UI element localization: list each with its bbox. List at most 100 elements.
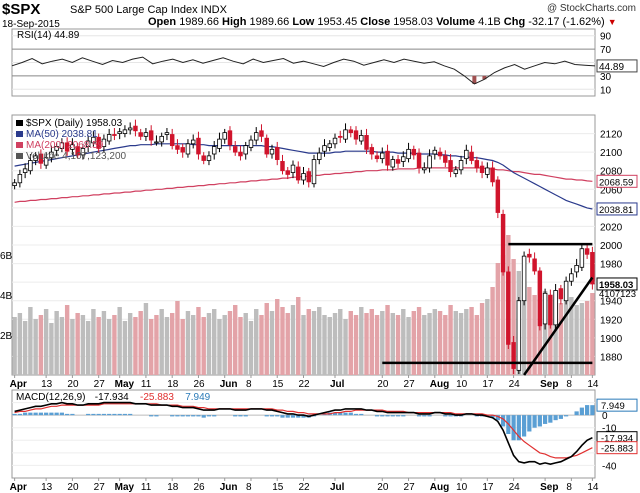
macd-histogram-bar [212, 415, 217, 417]
price-tick-label: 1900 [600, 334, 623, 345]
macd-panel-frame [11, 389, 596, 479]
candle-body [264, 137, 269, 155]
macd-histogram-bar [427, 415, 432, 417]
open-value: 1989.66 [179, 16, 219, 28]
chart-symbol: $SPX [2, 1, 41, 18]
ma200-value-box [596, 174, 638, 188]
volume-bar [227, 311, 233, 375]
candle-body [506, 271, 511, 345]
volume-bar [175, 301, 180, 375]
volume-bar [479, 303, 485, 375]
volume-bar [411, 311, 417, 375]
macd-histogram-bar [564, 415, 569, 417]
volume-bar [238, 317, 243, 375]
volume-bar [133, 317, 138, 375]
volume-bar [190, 315, 196, 375]
candle-body [222, 132, 227, 140]
volume-bar [96, 317, 101, 375]
rsi-tick-label: 90 [600, 32, 612, 43]
macd-histogram-bar [585, 405, 590, 416]
price-x-label: 27 [404, 379, 416, 390]
volume-bar [275, 299, 280, 375]
macd-tick-label: -10 [602, 424, 617, 435]
candle-body [516, 300, 522, 371]
price-x-label: 8 [246, 379, 252, 390]
candle-body [38, 153, 44, 164]
macd-hist-value-box [596, 398, 638, 412]
volume-bar [54, 311, 59, 375]
volume-bar [364, 313, 369, 375]
macd-histogram-bar [280, 415, 285, 418]
macd-legend-entry: 7.949 [185, 392, 210, 403]
macd-histogram-bar [96, 413, 101, 416]
down-triangle-icon: ▼ [607, 17, 617, 27]
candle-body [579, 248, 585, 268]
candle-body [269, 148, 275, 155]
volume-bar [437, 311, 443, 375]
high-label: High [222, 16, 247, 28]
macd-x-label: 13 [41, 482, 53, 493]
price-tick-label: 1920 [600, 315, 623, 326]
candle-body [380, 152, 385, 160]
candle-body [54, 146, 59, 151]
volume-bar [164, 317, 170, 375]
candle-body [64, 142, 70, 152]
volume-value-label: 4107123 [599, 289, 636, 300]
volume-bar [33, 319, 38, 375]
macd-histogram-bar [359, 413, 364, 416]
candle-body [133, 125, 138, 132]
macd-histogram-bar [422, 415, 427, 417]
macd-x-label: 20 [377, 482, 389, 493]
candle-body [290, 164, 296, 173]
volume-bar [359, 307, 364, 375]
macd-x-label: 15 [272, 482, 284, 493]
macd-x-label: 24 [509, 482, 521, 493]
candle-body [390, 159, 396, 168]
macd-histogram-bar [275, 415, 280, 417]
volume-bar [280, 307, 285, 375]
candle-body [127, 127, 133, 131]
macd-x-label: 18 [167, 482, 179, 493]
candle-body [159, 135, 164, 143]
volume-bar [474, 315, 480, 375]
volume-bar [563, 299, 569, 375]
macd-histogram-bar [185, 415, 191, 417]
candle-body [33, 155, 38, 161]
macd-x-label: 10 [456, 482, 468, 493]
candle-body [217, 138, 222, 149]
volume-bar [296, 297, 301, 375]
candle-body [248, 139, 254, 148]
candle-body [322, 145, 327, 152]
volume-bar [201, 317, 206, 375]
candle-body [232, 146, 238, 153]
candle-body [185, 143, 191, 155]
macd-x-label: 17 [482, 482, 494, 493]
macd-histogram-bar [537, 415, 542, 427]
macd-histogram-bar [495, 415, 500, 421]
volume-bar [43, 309, 49, 375]
macd-histogram-bar [44, 412, 49, 416]
volume-bar [290, 305, 296, 375]
candle-body [49, 151, 54, 159]
volume-bar [521, 283, 527, 375]
volume-bar [180, 319, 185, 375]
candle-body [296, 166, 301, 181]
price-legend-swatch [16, 131, 23, 137]
candle-body [70, 144, 75, 150]
macd-histogram-bar [54, 412, 59, 416]
candle-body [453, 169, 459, 174]
macd-histogram-bar [101, 413, 107, 416]
volume-bar [75, 313, 80, 375]
volume-bar [348, 311, 353, 375]
candle-body [469, 151, 474, 161]
volume-bar [80, 315, 86, 375]
volume-bar [138, 311, 143, 375]
macd-histogram-bar [285, 415, 290, 418]
candle-body [521, 255, 527, 302]
volume-bar [537, 299, 543, 375]
volume-axis-label: 2B [0, 331, 13, 342]
candle-body [190, 139, 196, 145]
volume-bar [374, 315, 380, 375]
candle-body [338, 135, 343, 138]
ma50-value-label: 2038.81 [599, 205, 633, 216]
